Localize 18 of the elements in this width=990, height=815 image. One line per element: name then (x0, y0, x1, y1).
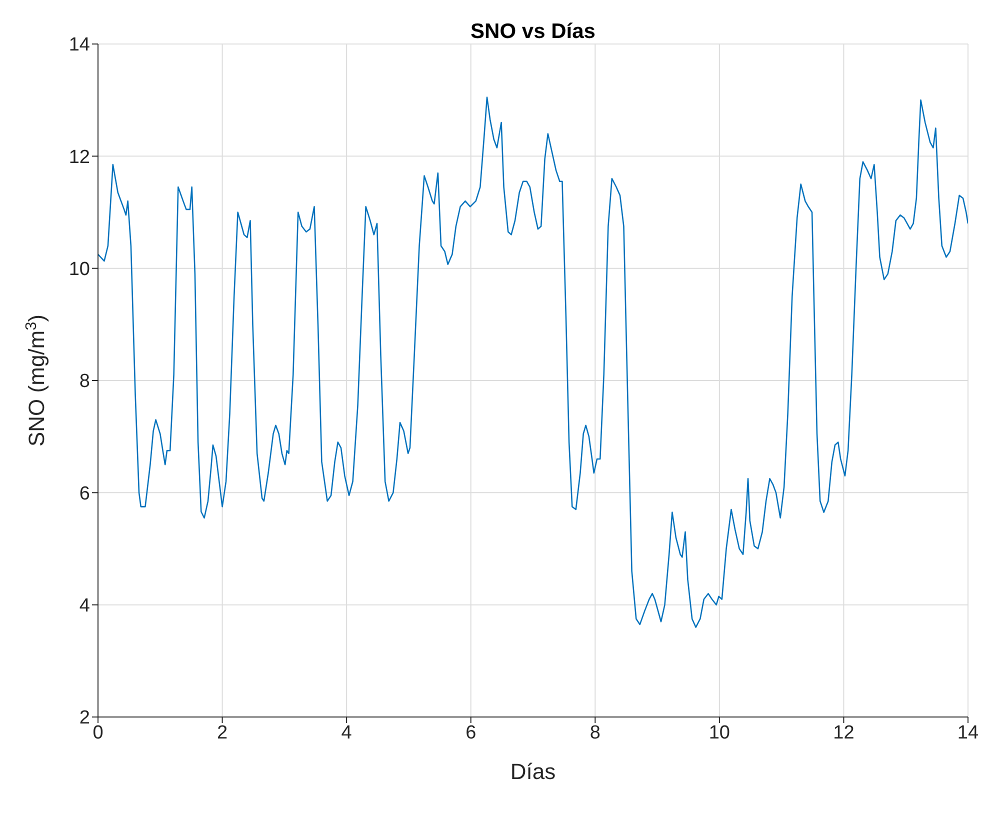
chart-title: SNO vs Días (470, 20, 596, 43)
x-tick-label: 2 (216, 722, 228, 744)
y-tick-label: 2 (79, 708, 90, 729)
y-tick-label: 14 (68, 34, 90, 56)
x-tick-label: 6 (466, 722, 476, 744)
y-tick-label: 4 (79, 596, 90, 617)
x-tick-label: 8 (590, 722, 600, 744)
y-tick-label: 6 (79, 483, 90, 504)
y-tick-label: 12 (68, 146, 90, 168)
y-tick-label: 8 (79, 371, 90, 392)
x-tick-label: 4 (341, 722, 352, 744)
x-tick-label: 12 (833, 722, 854, 744)
line-series (98, 96, 968, 628)
x-tick-label: 14 (957, 722, 979, 744)
y-tick-label: 10 (68, 259, 90, 280)
x-axis-title: Días (510, 759, 556, 784)
x-tick-label: 0 (92, 722, 104, 744)
x-tick-label: 10 (708, 722, 730, 744)
